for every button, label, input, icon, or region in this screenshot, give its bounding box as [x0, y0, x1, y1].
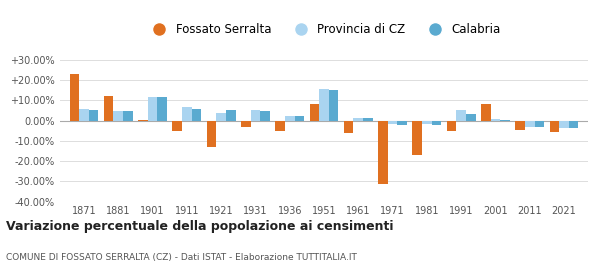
Bar	[319, 89, 329, 121]
Bar	[535, 121, 544, 127]
Bar	[457, 109, 466, 121]
Bar	[217, 113, 226, 121]
Bar	[191, 109, 201, 121]
Bar	[226, 109, 236, 121]
Bar	[550, 121, 559, 132]
Text: Variazione percentuale della popolazione ai censimenti: Variazione percentuale della popolazione…	[6, 220, 394, 233]
Legend: Fossato Serralta, Provincia di CZ, Calabria: Fossato Serralta, Provincia di CZ, Calab…	[143, 18, 505, 41]
Bar	[148, 97, 157, 121]
Bar	[525, 121, 535, 127]
Bar	[172, 121, 182, 131]
Bar	[431, 121, 441, 125]
Bar	[344, 121, 353, 133]
Bar	[207, 121, 217, 147]
Bar	[157, 97, 167, 121]
Bar	[397, 121, 407, 125]
Bar	[378, 121, 388, 185]
Bar	[500, 120, 510, 121]
Bar	[466, 114, 476, 121]
Bar	[70, 74, 79, 121]
Bar	[363, 118, 373, 121]
Bar	[481, 104, 491, 121]
Bar	[138, 120, 148, 121]
Bar	[422, 121, 431, 124]
Bar	[182, 107, 191, 121]
Bar	[251, 109, 260, 121]
Bar	[388, 121, 397, 124]
Bar	[295, 116, 304, 121]
Bar	[412, 121, 422, 155]
Bar	[123, 111, 133, 121]
Bar	[285, 116, 295, 121]
Bar	[447, 121, 457, 131]
Bar	[491, 119, 500, 121]
Bar	[569, 121, 578, 128]
Bar	[275, 121, 285, 131]
Bar	[104, 96, 113, 121]
Bar	[329, 90, 338, 121]
Bar	[559, 121, 569, 128]
Bar	[515, 121, 525, 130]
Bar	[353, 118, 363, 121]
Text: COMUNE DI FOSSATO SERRALTA (CZ) - Dati ISTAT - Elaborazione TUTTITALIA.IT: COMUNE DI FOSSATO SERRALTA (CZ) - Dati I…	[6, 253, 357, 262]
Bar	[79, 109, 89, 121]
Bar	[113, 111, 123, 121]
Bar	[310, 104, 319, 121]
Bar	[260, 111, 270, 121]
Bar	[89, 109, 98, 121]
Bar	[241, 121, 251, 127]
